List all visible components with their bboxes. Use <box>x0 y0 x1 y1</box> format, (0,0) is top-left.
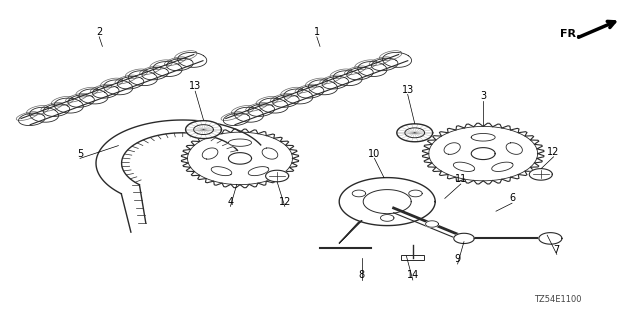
Text: 4: 4 <box>227 196 234 207</box>
Polygon shape <box>339 221 362 243</box>
Text: TZ54E1100: TZ54E1100 <box>534 295 582 304</box>
Text: 6: 6 <box>509 193 515 204</box>
Polygon shape <box>228 139 252 146</box>
Text: 9: 9 <box>454 254 461 264</box>
Text: 5: 5 <box>77 148 83 159</box>
Text: 12: 12 <box>547 147 560 157</box>
Polygon shape <box>454 233 474 244</box>
Polygon shape <box>529 169 552 180</box>
Polygon shape <box>266 170 289 182</box>
Polygon shape <box>471 133 495 141</box>
Polygon shape <box>397 124 433 142</box>
Polygon shape <box>262 148 278 159</box>
Text: 12: 12 <box>278 196 291 207</box>
Polygon shape <box>453 162 475 172</box>
Bar <box>401 255 424 260</box>
Polygon shape <box>228 153 252 164</box>
Text: FR.: FR. <box>560 28 580 39</box>
Polygon shape <box>352 190 365 197</box>
Polygon shape <box>506 143 522 154</box>
Text: 7: 7 <box>554 244 560 255</box>
Text: 3: 3 <box>480 91 486 101</box>
Polygon shape <box>211 167 232 176</box>
Polygon shape <box>422 123 544 184</box>
Polygon shape <box>471 148 495 160</box>
Polygon shape <box>539 233 562 244</box>
Polygon shape <box>426 221 438 227</box>
Text: 2: 2 <box>96 27 102 37</box>
Text: 13: 13 <box>401 84 414 95</box>
Text: 1: 1 <box>314 27 320 37</box>
Polygon shape <box>409 190 422 197</box>
Polygon shape <box>405 128 424 138</box>
Polygon shape <box>181 129 299 188</box>
Polygon shape <box>444 143 460 154</box>
Text: 11: 11 <box>454 174 467 184</box>
Text: 8: 8 <box>358 270 365 280</box>
Polygon shape <box>248 167 269 176</box>
Polygon shape <box>194 125 213 134</box>
Polygon shape <box>202 148 218 159</box>
Text: 13: 13 <box>189 81 202 92</box>
Polygon shape <box>492 162 513 172</box>
Polygon shape <box>186 121 221 139</box>
Text: 10: 10 <box>368 148 381 159</box>
Text: 14: 14 <box>406 270 419 280</box>
Polygon shape <box>96 120 260 194</box>
Polygon shape <box>339 178 435 226</box>
Polygon shape <box>381 215 394 221</box>
